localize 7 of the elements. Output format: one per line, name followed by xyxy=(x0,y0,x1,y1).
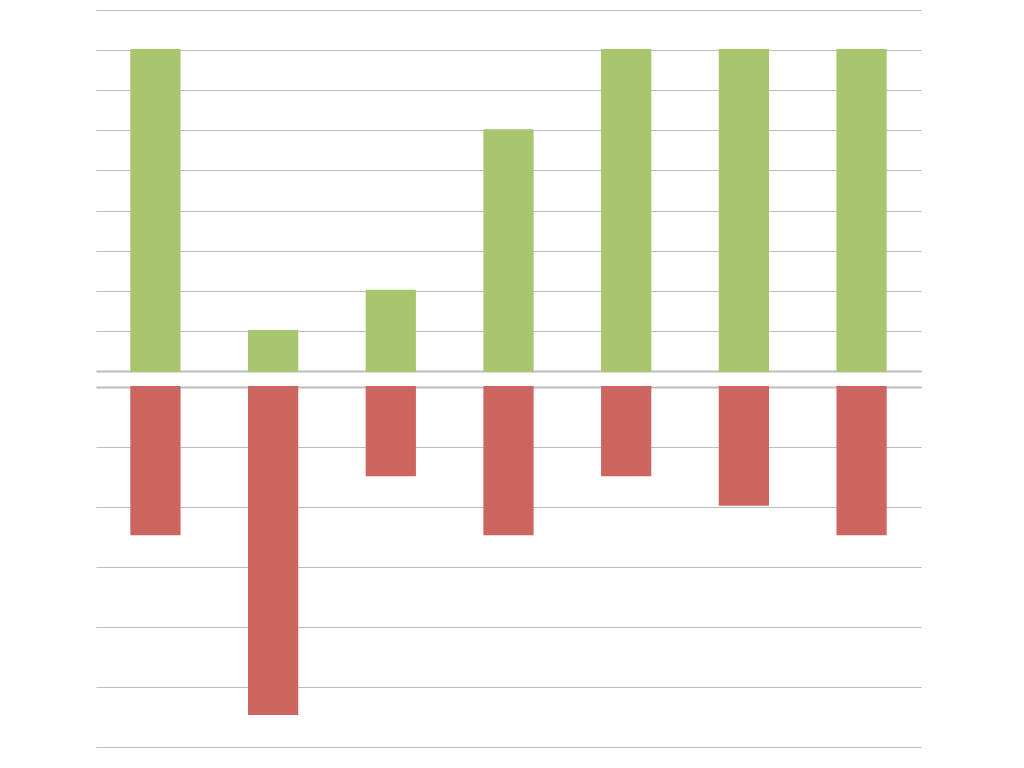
bar xyxy=(483,129,534,372)
bar xyxy=(248,329,299,372)
bar xyxy=(836,49,887,372)
bar xyxy=(601,49,652,372)
bar xyxy=(365,289,416,372)
bar xyxy=(718,49,769,372)
bar xyxy=(130,49,181,372)
